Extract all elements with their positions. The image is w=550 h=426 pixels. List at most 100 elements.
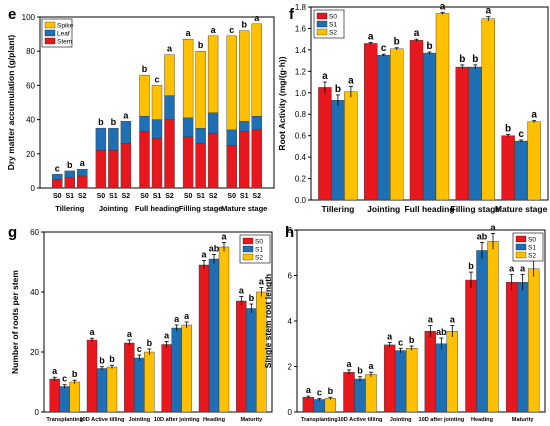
significance-letter: a <box>440 1 446 12</box>
category-label: Tillering <box>321 204 354 214</box>
bar-segment-stem <box>139 131 150 189</box>
category-label: 10D after jointing <box>154 417 200 423</box>
legend-label: S0 <box>255 239 263 246</box>
category-label: Maturity <box>512 417 535 423</box>
bar-segment-spike <box>251 23 262 117</box>
significance-letter: b <box>468 261 474 271</box>
significance-letter: c <box>229 25 234 35</box>
category-label: Mature stage <box>495 204 548 214</box>
significance-letter: b <box>335 84 341 95</box>
y-tick-label: 1.6 <box>295 24 307 33</box>
bar-s0 <box>161 344 172 413</box>
legend-swatch <box>316 12 328 20</box>
category-label: Heading <box>203 417 226 423</box>
group-label: Filling stage <box>179 204 223 213</box>
significance-letter: a <box>221 232 227 242</box>
bar-s0 <box>465 279 477 413</box>
significance-letter: a <box>520 263 526 273</box>
legend-label: Spike <box>57 23 74 30</box>
category-label: 10D after jointing <box>418 417 464 423</box>
treatment-label: S2 <box>209 193 218 200</box>
significance-letter: a <box>80 158 86 168</box>
legend-label: S2 <box>528 253 536 260</box>
category-label: Full heading <box>404 204 454 214</box>
bar-segment-leaf <box>64 170 76 178</box>
bar-segment-stem <box>164 119 175 189</box>
legend-swatch <box>316 20 328 28</box>
bar-segment-stem <box>207 133 219 189</box>
bar-segment-spike <box>226 35 237 131</box>
y-tick-label: 1.4 <box>295 46 307 55</box>
bar-s1 <box>246 308 257 413</box>
panel-f: 0.0 0.2 0.4 0.6 0.8 1.0 1.2 1.4 1.6 1.8 Root Activ… <box>277 1 549 214</box>
bar-s0 <box>86 339 98 413</box>
bar-segment-stem <box>77 175 88 189</box>
bar-segment-leaf <box>226 129 237 146</box>
y-axis-label: Root Activity (mg/(g·h)) <box>277 56 287 150</box>
significance-letter: a <box>259 277 265 287</box>
treatment-label: S1 <box>109 193 118 200</box>
bar-segment-leaf <box>151 119 163 139</box>
y-tick-label: 8 <box>288 226 293 235</box>
significance-letter: a <box>211 25 217 35</box>
bar-segment-spike <box>164 54 175 96</box>
significance-letter: c <box>317 387 322 397</box>
panel-label: e <box>8 6 16 23</box>
bar-segment-leaf <box>108 127 119 151</box>
bar-s0 <box>409 40 424 201</box>
bar-s0 <box>198 264 210 413</box>
bar-s2 <box>144 351 155 413</box>
bar-segment-stem <box>120 143 132 189</box>
treatment-label: S0 <box>97 193 106 200</box>
legend-swatch <box>515 243 527 251</box>
group-label: Tillering <box>55 204 84 213</box>
bar-segment-leaf <box>238 121 250 132</box>
bar-segment-spike <box>182 39 194 119</box>
panel-label: g <box>8 224 17 241</box>
bar-s2 <box>365 374 377 413</box>
bar-s1 <box>514 140 528 201</box>
bar-s0 <box>236 300 247 413</box>
y-axis-label: Number of roots per stem <box>10 270 20 374</box>
bar-segment-spike <box>238 30 250 122</box>
y-tick-label: 0.0 <box>295 196 307 205</box>
bar-s0 <box>455 66 469 201</box>
y-tick-label: 0.2 <box>295 175 307 184</box>
significance-letter: a <box>414 28 420 39</box>
significance-letter: b <box>426 41 432 52</box>
bar-segment-stem <box>226 145 237 189</box>
y-tick-label: 0 <box>288 408 293 417</box>
y-tick-label: 0 <box>31 184 36 193</box>
treatment-label: S0 <box>140 193 149 200</box>
legend-swatch <box>44 37 56 45</box>
y-tick-label: 40 <box>30 288 39 297</box>
bar-segment-stem <box>182 136 194 189</box>
significance-letter: a <box>490 222 496 232</box>
treatment-label: S1 <box>153 193 162 200</box>
legend-swatch <box>242 237 254 245</box>
bar-segment-stem <box>64 177 76 189</box>
bar-segment-spike <box>207 35 219 113</box>
bar-s1 <box>422 52 437 201</box>
significance-letter: a <box>123 110 129 120</box>
significance-letter: a <box>52 366 58 376</box>
bar-s2 <box>527 121 541 201</box>
y-tick-label: 1.8 <box>295 3 307 12</box>
group-label: Full heading <box>135 204 180 213</box>
bar-s1 <box>377 55 391 201</box>
significance-letter: b <box>505 124 511 135</box>
significance-letter: a <box>89 327 95 337</box>
bar-s1 <box>476 250 488 413</box>
bar-s0 <box>302 397 315 413</box>
y-tick-label: 1.0 <box>295 89 307 98</box>
bar-segment-leaf <box>195 127 206 144</box>
bar-segment-leaf <box>182 117 194 137</box>
significance-letter: c <box>62 374 67 384</box>
significance-letter: b <box>67 160 73 170</box>
significance-letter: b <box>111 117 117 127</box>
bar-s1 <box>171 327 182 413</box>
panel-label: f <box>289 6 295 23</box>
treatment-label: S1 <box>196 193 205 200</box>
y-tick-label: 2 <box>288 363 293 372</box>
significance-letter: c <box>55 163 60 173</box>
